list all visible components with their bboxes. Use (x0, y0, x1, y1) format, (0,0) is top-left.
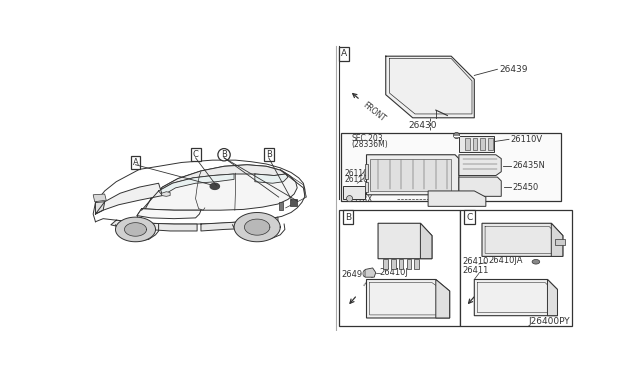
Text: B: B (266, 150, 271, 159)
Polygon shape (378, 223, 432, 259)
Polygon shape (399, 259, 403, 269)
Bar (339, 210, 460, 326)
Polygon shape (428, 191, 486, 206)
Text: 25450: 25450 (513, 183, 539, 192)
Polygon shape (125, 223, 147, 236)
Text: C: C (193, 150, 198, 159)
Polygon shape (367, 279, 450, 318)
Polygon shape (481, 138, 485, 150)
Polygon shape (244, 219, 270, 235)
Bar (460, 210, 572, 326)
Polygon shape (465, 138, 470, 150)
Polygon shape (344, 186, 365, 199)
Polygon shape (406, 259, 411, 269)
Text: A: A (341, 49, 348, 58)
Polygon shape (391, 259, 396, 269)
Polygon shape (454, 132, 460, 138)
Text: 26430: 26430 (408, 121, 437, 130)
Polygon shape (201, 217, 278, 231)
Polygon shape (436, 279, 450, 318)
Polygon shape (279, 202, 284, 210)
Polygon shape (555, 239, 565, 245)
Polygon shape (365, 164, 368, 179)
Polygon shape (234, 212, 280, 242)
Polygon shape (414, 259, 419, 269)
Polygon shape (210, 183, 220, 189)
Text: 26110V: 26110V (345, 175, 374, 184)
Text: FRONT: FRONT (360, 279, 387, 302)
Text: C: C (467, 213, 473, 222)
Polygon shape (547, 279, 557, 316)
Polygon shape (420, 223, 432, 259)
Text: 26435N: 26435N (513, 161, 546, 170)
Text: 26439: 26439 (499, 65, 527, 74)
Text: 26110WA: 26110WA (345, 169, 381, 177)
Polygon shape (365, 268, 376, 277)
Text: B: B (221, 150, 227, 159)
Text: B: B (345, 213, 351, 222)
Polygon shape (532, 260, 540, 264)
Polygon shape (95, 202, 105, 214)
Text: 96988X: 96988X (428, 196, 458, 205)
Polygon shape (346, 196, 353, 202)
Polygon shape (386, 56, 474, 118)
Text: 26410: 26410 (463, 257, 489, 266)
Polygon shape (115, 217, 156, 242)
Polygon shape (95, 183, 163, 214)
Polygon shape (367, 155, 459, 195)
Polygon shape (459, 155, 501, 176)
Polygon shape (111, 220, 197, 231)
Text: 26411: 26411 (463, 266, 489, 275)
Polygon shape (383, 259, 388, 269)
Polygon shape (488, 138, 493, 150)
Polygon shape (289, 199, 297, 206)
Polygon shape (482, 223, 563, 256)
Polygon shape (459, 177, 501, 196)
Polygon shape (93, 160, 305, 224)
Text: SEC.203: SEC.203 (351, 134, 383, 143)
Text: FRONT: FRONT (478, 279, 504, 302)
Text: 96918X: 96918X (344, 196, 372, 205)
Text: 26110V: 26110V (511, 135, 543, 144)
Text: 26410J: 26410J (380, 268, 408, 277)
Polygon shape (474, 279, 557, 316)
Text: 26490Q: 26490Q (342, 270, 375, 279)
Polygon shape (255, 174, 288, 183)
Text: J26400PY: J26400PY (528, 317, 570, 327)
Text: FRONT: FRONT (361, 101, 387, 124)
Text: (28336M): (28336M) (351, 140, 388, 149)
Polygon shape (159, 174, 234, 196)
Polygon shape (93, 194, 106, 202)
Polygon shape (137, 165, 297, 223)
Polygon shape (151, 165, 285, 199)
Polygon shape (365, 182, 368, 192)
Polygon shape (459, 135, 493, 153)
Text: 26410JA: 26410JA (488, 256, 523, 264)
Polygon shape (162, 192, 170, 196)
Polygon shape (473, 138, 477, 150)
Bar (341, 133, 561, 201)
Polygon shape (371, 158, 451, 191)
Polygon shape (137, 209, 201, 219)
Text: A: A (132, 158, 138, 167)
Polygon shape (551, 223, 563, 256)
